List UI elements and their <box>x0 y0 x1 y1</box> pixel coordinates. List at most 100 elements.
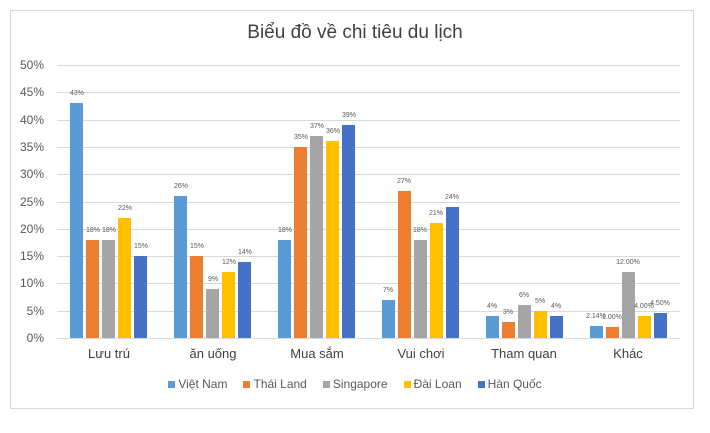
data-label: 6% <box>518 292 530 299</box>
data-label: 4.00% <box>634 303 654 310</box>
data-label: 43% <box>69 90 84 97</box>
x-category-label: Vui chơi <box>397 346 445 361</box>
bar-việt-nam[interactable] <box>70 103 83 338</box>
x-category-label: Mua sắm <box>290 346 344 361</box>
bar-singapore[interactable] <box>206 289 219 338</box>
x-category-label: Khác <box>613 346 643 361</box>
legend-item[interactable]: Hàn Quốc <box>477 377 542 391</box>
bar-việt-nam[interactable] <box>486 316 499 338</box>
data-label: 18% <box>101 227 116 234</box>
data-label: 12% <box>221 259 236 266</box>
bar-hàn-quốc[interactable] <box>550 316 563 338</box>
y-tick-label: 45% <box>19 85 44 99</box>
bar-thái-land[interactable] <box>502 322 515 338</box>
y-tick-label: 5% <box>26 304 44 318</box>
gridline <box>57 120 680 121</box>
legend-item[interactable]: Việt Nam <box>168 377 227 391</box>
data-label: 9% <box>207 276 219 283</box>
data-label: 35% <box>293 134 308 141</box>
legend-swatch-icon <box>322 380 330 388</box>
gridline <box>57 174 680 175</box>
data-label: 4% <box>486 303 498 310</box>
bar-hàn-quốc[interactable] <box>446 207 459 338</box>
y-tick-label: 25% <box>19 195 44 209</box>
y-tick-label: 15% <box>19 249 44 263</box>
legend-label: Singapore <box>332 377 388 391</box>
data-label: 2.14% <box>586 313 606 320</box>
bar-đài-loan[interactable] <box>638 316 651 338</box>
gridline <box>57 229 680 230</box>
data-label: 22% <box>117 205 132 212</box>
bar-đài-loan[interactable] <box>430 223 443 338</box>
bar-singapore[interactable] <box>310 136 323 338</box>
chart-title: Biểu đồ về chi tiêu du lịch <box>247 22 463 43</box>
data-label: 36% <box>325 128 340 135</box>
legend-item[interactable]: Singapore <box>322 377 388 391</box>
bar-hàn-quốc[interactable] <box>238 262 251 338</box>
data-label: 18% <box>277 227 292 234</box>
bar-việt-nam[interactable] <box>278 240 291 338</box>
legend-swatch-icon <box>477 380 485 388</box>
gridline <box>57 65 680 66</box>
bar-đài-loan[interactable] <box>534 311 547 338</box>
x-category-label: Tham quan <box>491 346 557 361</box>
bar-đài-loan[interactable] <box>326 141 339 338</box>
bar-singapore[interactable] <box>102 240 115 338</box>
legend-item[interactable]: Đài Loan <box>403 377 462 391</box>
data-label: 39% <box>341 112 356 119</box>
bar-hàn-quốc[interactable] <box>134 256 147 338</box>
y-tick-label: 10% <box>19 276 44 290</box>
data-label: 18% <box>85 227 100 234</box>
legend-swatch-icon <box>403 380 411 388</box>
legend-label: Thái Land <box>253 377 307 391</box>
gridline <box>57 311 680 312</box>
data-label: 4% <box>550 303 562 310</box>
data-label: 12.00% <box>616 259 640 266</box>
bar-singapore[interactable] <box>414 240 427 338</box>
gridline <box>57 92 680 93</box>
y-tick-label: 40% <box>19 113 44 127</box>
bar-singapore[interactable] <box>518 305 531 338</box>
legend-swatch-icon <box>168 380 176 388</box>
data-label: 21% <box>428 210 443 217</box>
data-label: 7% <box>382 287 394 294</box>
data-label: 4.50% <box>650 300 670 307</box>
bar-việt-nam[interactable] <box>174 196 187 338</box>
y-tick-label: 35% <box>19 140 44 154</box>
legend-item[interactable]: Thái Land <box>243 377 307 391</box>
bar-singapore[interactable] <box>622 272 635 338</box>
bar-hàn-quốc[interactable] <box>342 125 355 338</box>
bar-thái-land[interactable] <box>86 240 99 338</box>
bar-đài-loan[interactable] <box>118 218 131 338</box>
legend-swatch-icon <box>243 380 251 388</box>
chart-legend: Việt Nam Thái Land Singapore Đài Loan Hàn Qu… <box>0 377 710 391</box>
data-label: 15% <box>189 243 204 250</box>
bar-thái-land[interactable] <box>190 256 203 338</box>
bar-việt-nam[interactable] <box>590 326 603 338</box>
data-label: 37% <box>309 123 324 130</box>
bar-thái-land[interactable] <box>294 147 307 338</box>
bar-thái-land[interactable] <box>606 327 619 338</box>
gridline <box>57 147 680 148</box>
data-label: 26% <box>173 183 188 190</box>
legend-label: Hàn Quốc <box>487 377 542 391</box>
data-label: 18% <box>412 227 427 234</box>
gridline <box>57 202 680 203</box>
x-category-label: Lưu trú <box>88 346 130 361</box>
data-label: 5% <box>534 298 546 305</box>
gridline <box>57 338 680 339</box>
bar-đài-loan[interactable] <box>222 272 235 338</box>
gridline <box>57 283 680 284</box>
bar-thái-land[interactable] <box>398 191 411 338</box>
data-label: 3% <box>502 309 514 316</box>
data-label: 24% <box>444 194 459 201</box>
data-label: 15% <box>133 243 148 250</box>
legend-label: Việt Nam <box>178 377 228 391</box>
bar-hàn-quốc[interactable] <box>654 313 667 338</box>
bar-việt-nam[interactable] <box>382 300 395 338</box>
y-tick-label: 50% <box>19 58 44 72</box>
data-label: 27% <box>396 178 411 185</box>
y-tick-label: 20% <box>19 222 44 236</box>
gridline <box>57 256 680 257</box>
y-tick-label: 0% <box>26 331 44 345</box>
